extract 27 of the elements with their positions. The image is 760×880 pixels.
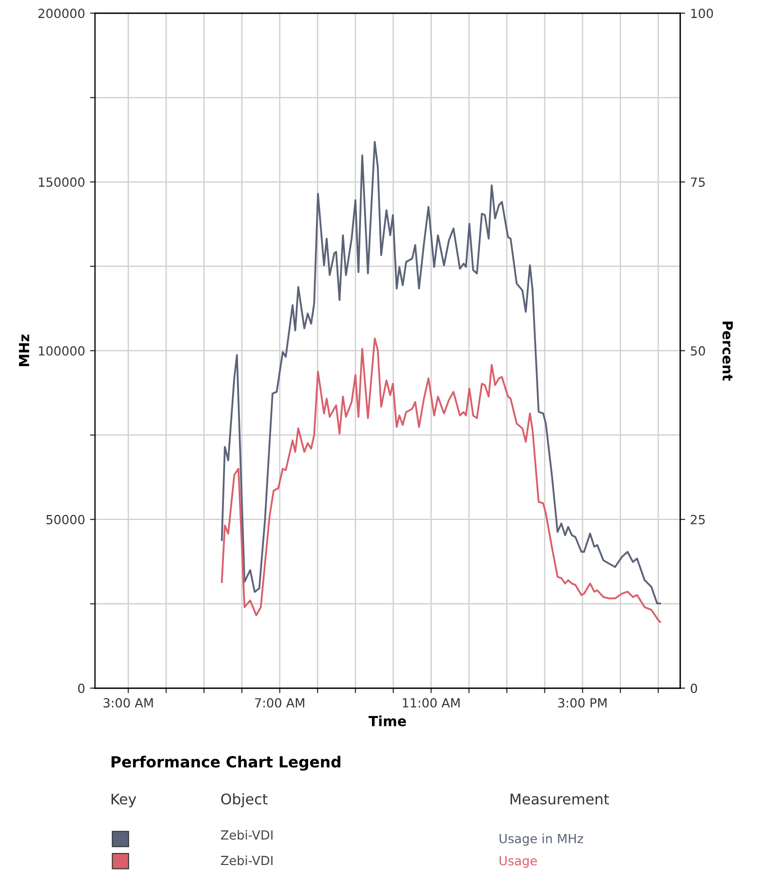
text: Zebi-VDI [220,856,272,866]
y-tick-label: 0 [78,684,84,694]
text: Object [221,793,268,808]
y-tick-label: 100000 [38,346,84,356]
y2-tick-label: 0 [690,684,698,694]
x-tick-label: 7:00 AM [255,698,304,708]
y-tick-label: 200000 [38,8,84,18]
x-tick-label: 3:00 PM [558,698,607,708]
text: Usage in MHz [500,834,584,846]
y2-tick-label: 75 [690,178,705,187]
y2-tick-label: 25 [690,514,705,524]
text: Usage [500,856,537,868]
line-series [220,140,662,604]
x-tick-label: 11:00 AM [402,698,460,708]
legend-title: Performance Chart Legend [112,756,340,771]
line-series [220,338,662,623]
y2-tick-label: 100 [691,8,713,18]
x-axis-title: Time [368,716,406,726]
text: Key [112,794,136,808]
y2-axis-title: Percent [722,322,733,381]
text: Measurement [510,794,609,805]
y-tick-label: 150000 [38,177,84,187]
y2-tick-label: 50 [690,346,705,356]
text: Zebi-VDI [220,830,272,840]
x-tick-label: 3:00 AM [104,698,153,708]
y-axis-title: MHz [18,334,30,366]
y-tick-label: 50000 [46,514,84,524]
